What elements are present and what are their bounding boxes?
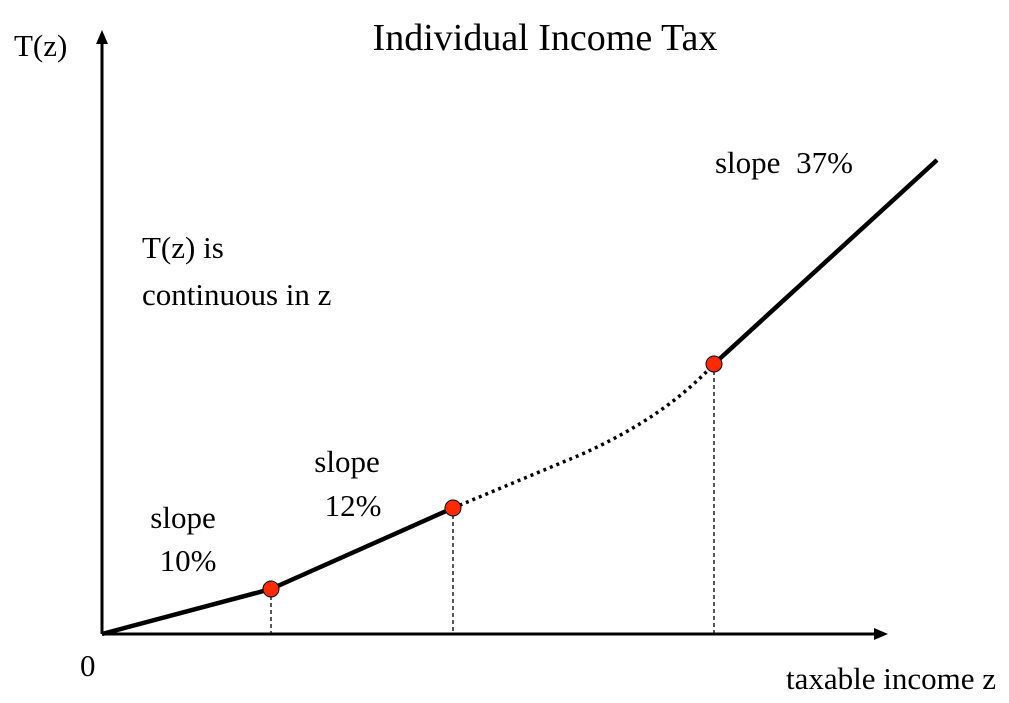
y-axis-arrowhead [96, 30, 108, 44]
diagram-title: Individual Income Tax [373, 17, 718, 59]
tax-schedule [101, 158, 939, 637]
segment-10pct [101, 586, 272, 637]
slope-label-37: slope 37% [715, 145, 853, 180]
continuity-note-line1: T(z) is [142, 230, 224, 265]
slope-label-37-word: slope [715, 145, 780, 180]
x-axis-label: taxable income z [786, 661, 996, 696]
kink-points [262, 355, 723, 598]
slope-label-10-word: slope [150, 500, 215, 535]
kink-point-1 [262, 580, 280, 598]
origin-label: 0 [80, 648, 96, 683]
segment-37pct [712, 158, 939, 366]
y-axis [96, 30, 108, 634]
x-axis-arrowhead [874, 628, 888, 640]
slope-label-12-word: slope [314, 444, 379, 479]
slope-label-10-rate: 10% [160, 543, 217, 578]
segment-12pct [270, 505, 454, 592]
continuity-note-line2: continuous in z [142, 277, 331, 312]
kink-point-2 [444, 499, 462, 517]
slope-label-12-rate: 12% [325, 488, 382, 523]
kink-point-3 [705, 355, 723, 373]
y-axis-label: T(z) [14, 28, 67, 63]
x-axis [102, 628, 888, 640]
slope-label-37-rate: 37% [796, 145, 853, 180]
segment-middle-brackets-dotted [452, 362, 716, 510]
